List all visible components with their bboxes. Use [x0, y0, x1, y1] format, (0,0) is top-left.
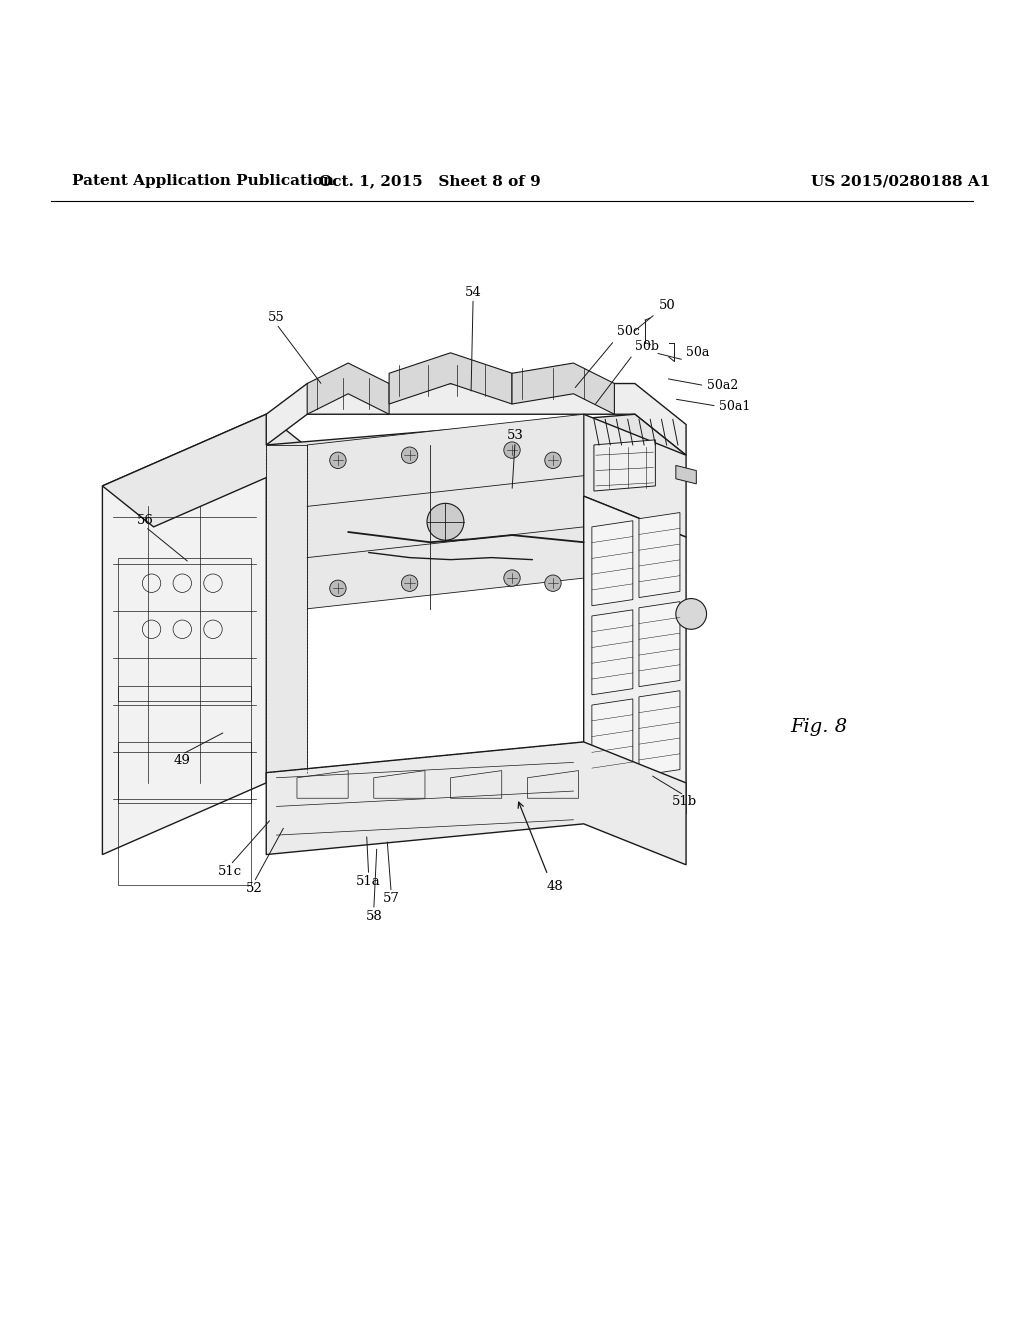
Polygon shape — [102, 414, 266, 854]
Polygon shape — [639, 512, 680, 598]
Text: Oct. 1, 2015   Sheet 8 of 9: Oct. 1, 2015 Sheet 8 of 9 — [319, 174, 541, 189]
Polygon shape — [592, 610, 633, 694]
Polygon shape — [266, 414, 686, 486]
Polygon shape — [307, 363, 389, 414]
Text: 54: 54 — [465, 285, 481, 298]
Circle shape — [330, 579, 346, 597]
Circle shape — [545, 576, 561, 591]
Text: 50a2: 50a2 — [707, 379, 738, 392]
Polygon shape — [266, 445, 307, 772]
Text: 50c: 50c — [617, 326, 640, 338]
Circle shape — [401, 447, 418, 463]
Polygon shape — [307, 414, 584, 609]
Circle shape — [504, 570, 520, 586]
Text: 48: 48 — [547, 880, 563, 894]
Circle shape — [427, 503, 464, 540]
Text: Patent Application Publication: Patent Application Publication — [72, 174, 334, 189]
Polygon shape — [592, 698, 633, 784]
Polygon shape — [584, 414, 686, 537]
Text: 51c: 51c — [218, 865, 243, 878]
Circle shape — [545, 453, 561, 469]
Text: 56: 56 — [137, 513, 154, 527]
Text: 50a1: 50a1 — [719, 400, 751, 413]
Text: 50b: 50b — [635, 339, 658, 352]
Text: 49: 49 — [174, 754, 190, 767]
Text: 57: 57 — [383, 892, 399, 906]
Polygon shape — [102, 414, 317, 527]
Polygon shape — [512, 363, 614, 414]
Circle shape — [330, 453, 346, 469]
Text: Fig. 8: Fig. 8 — [791, 718, 848, 735]
Text: 53: 53 — [507, 429, 523, 442]
Polygon shape — [389, 352, 512, 404]
Polygon shape — [594, 440, 655, 491]
Polygon shape — [676, 466, 696, 484]
Text: 55: 55 — [268, 312, 285, 325]
Polygon shape — [266, 384, 686, 455]
Polygon shape — [584, 496, 686, 813]
Polygon shape — [266, 742, 686, 865]
Text: 52: 52 — [246, 882, 262, 895]
Polygon shape — [639, 602, 680, 686]
Text: 51b: 51b — [672, 795, 696, 808]
Circle shape — [676, 598, 707, 630]
Circle shape — [401, 576, 418, 591]
Text: 51a: 51a — [356, 875, 381, 888]
Circle shape — [504, 442, 520, 458]
Text: 50a: 50a — [686, 346, 710, 359]
Polygon shape — [639, 690, 680, 776]
Text: 50: 50 — [658, 298, 675, 312]
Polygon shape — [592, 520, 633, 606]
Text: US 2015/0280188 A1: US 2015/0280188 A1 — [811, 174, 991, 189]
Text: 58: 58 — [366, 909, 382, 923]
